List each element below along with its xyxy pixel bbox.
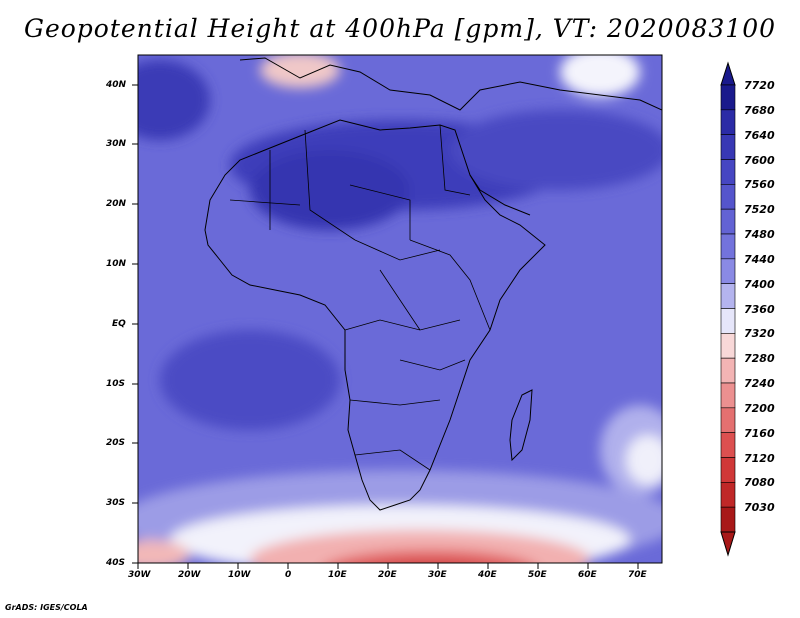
colorbar-label: 7280: [744, 352, 775, 366]
lat-label-eq: EQ: [112, 319, 126, 329]
colorbar-label: 7160: [744, 426, 775, 440]
colorbar-swatch: [720, 159, 736, 185]
colorbar-swatch: [720, 407, 736, 433]
colorbar-label: 7080: [744, 476, 775, 490]
colorbar-label: 7030: [744, 501, 775, 515]
colorbar-swatch: [720, 84, 736, 111]
axis-ticks: [132, 84, 639, 569]
chart-title: Geopotential Height at 400hPa [gpm], VT:…: [23, 14, 777, 43]
lon-label-60e: 60E: [578, 570, 597, 580]
lon-label-40e: 40E: [478, 570, 497, 580]
country-borders: [229, 124, 491, 471]
colorbar: [720, 61, 736, 557]
coastline: [204, 57, 662, 511]
lat-label-10s: 10S: [106, 379, 126, 389]
colorbar-label: 7520: [744, 203, 775, 217]
colorbar-label: 7200: [744, 401, 775, 415]
colorbar-label: 7240: [744, 377, 775, 390]
colorbar-swatch: [720, 134, 736, 160]
colorbar-label: 7560: [744, 178, 775, 192]
lon-label-50e: 50E: [528, 570, 547, 580]
colorbar-swatch: [720, 308, 736, 334]
colorbar-swatch: [720, 457, 736, 483]
colorbar-swatch: [720, 357, 736, 384]
colorbar-label: 7720: [744, 79, 775, 92]
colorbar-label: 7480: [744, 228, 775, 241]
colorbar-label: 7320: [744, 327, 775, 341]
colorbar-label: 7440: [744, 252, 775, 266]
lon-label-70e: 70E: [628, 570, 647, 580]
lon-label-10e: 10E: [328, 570, 347, 580]
lat-label-20n: 20N: [106, 199, 127, 209]
colorbar-bottom-arrow: [720, 531, 736, 557]
lon-label-0: 0: [285, 570, 292, 580]
lat-label-20s: 20S: [106, 438, 126, 448]
colorbar-swatch: [720, 482, 736, 508]
lon-label-30w: 30W: [128, 570, 151, 580]
height-field: [138, 55, 662, 563]
colorbar-swatch: [720, 233, 736, 260]
lon-label-20w: 20W: [178, 570, 201, 580]
colorbar-label: 7400: [744, 277, 775, 291]
colorbar-top-arrow: [720, 61, 736, 86]
colorbar-swatch: [720, 333, 736, 359]
colorbar-swatch: [720, 506, 736, 533]
colorbar-label: 7680: [744, 103, 775, 117]
map-border: [137, 54, 663, 564]
lat-label-30n: 30N: [106, 139, 127, 149]
lon-label-30e: 30E: [428, 570, 447, 580]
grads-credit: GrADS: IGES/COLA: [5, 603, 88, 612]
colorbar-swatch: [720, 432, 736, 458]
lat-label-30s: 30S: [106, 498, 126, 508]
colorbar-swatch: [720, 208, 736, 235]
colorbar-swatch: [720, 382, 736, 409]
colorbar-label: 7360: [744, 302, 775, 316]
colorbar-swatch: [720, 258, 736, 284]
colorbar-swatch: [720, 283, 736, 309]
colorbar-swatch: [720, 109, 736, 135]
lon-label-20e: 20E: [378, 570, 397, 580]
colorbar-label: 7640: [744, 128, 775, 142]
lat-label-40n: 40N: [106, 80, 127, 90]
lat-label-40s: 40S: [106, 558, 126, 568]
lon-label-10w: 10W: [228, 570, 251, 580]
colorbar-label: 7120: [744, 451, 775, 465]
colorbar-label: 7600: [744, 153, 775, 167]
lat-label-10n: 10N: [106, 259, 127, 269]
colorbar-swatch: [720, 184, 736, 210]
